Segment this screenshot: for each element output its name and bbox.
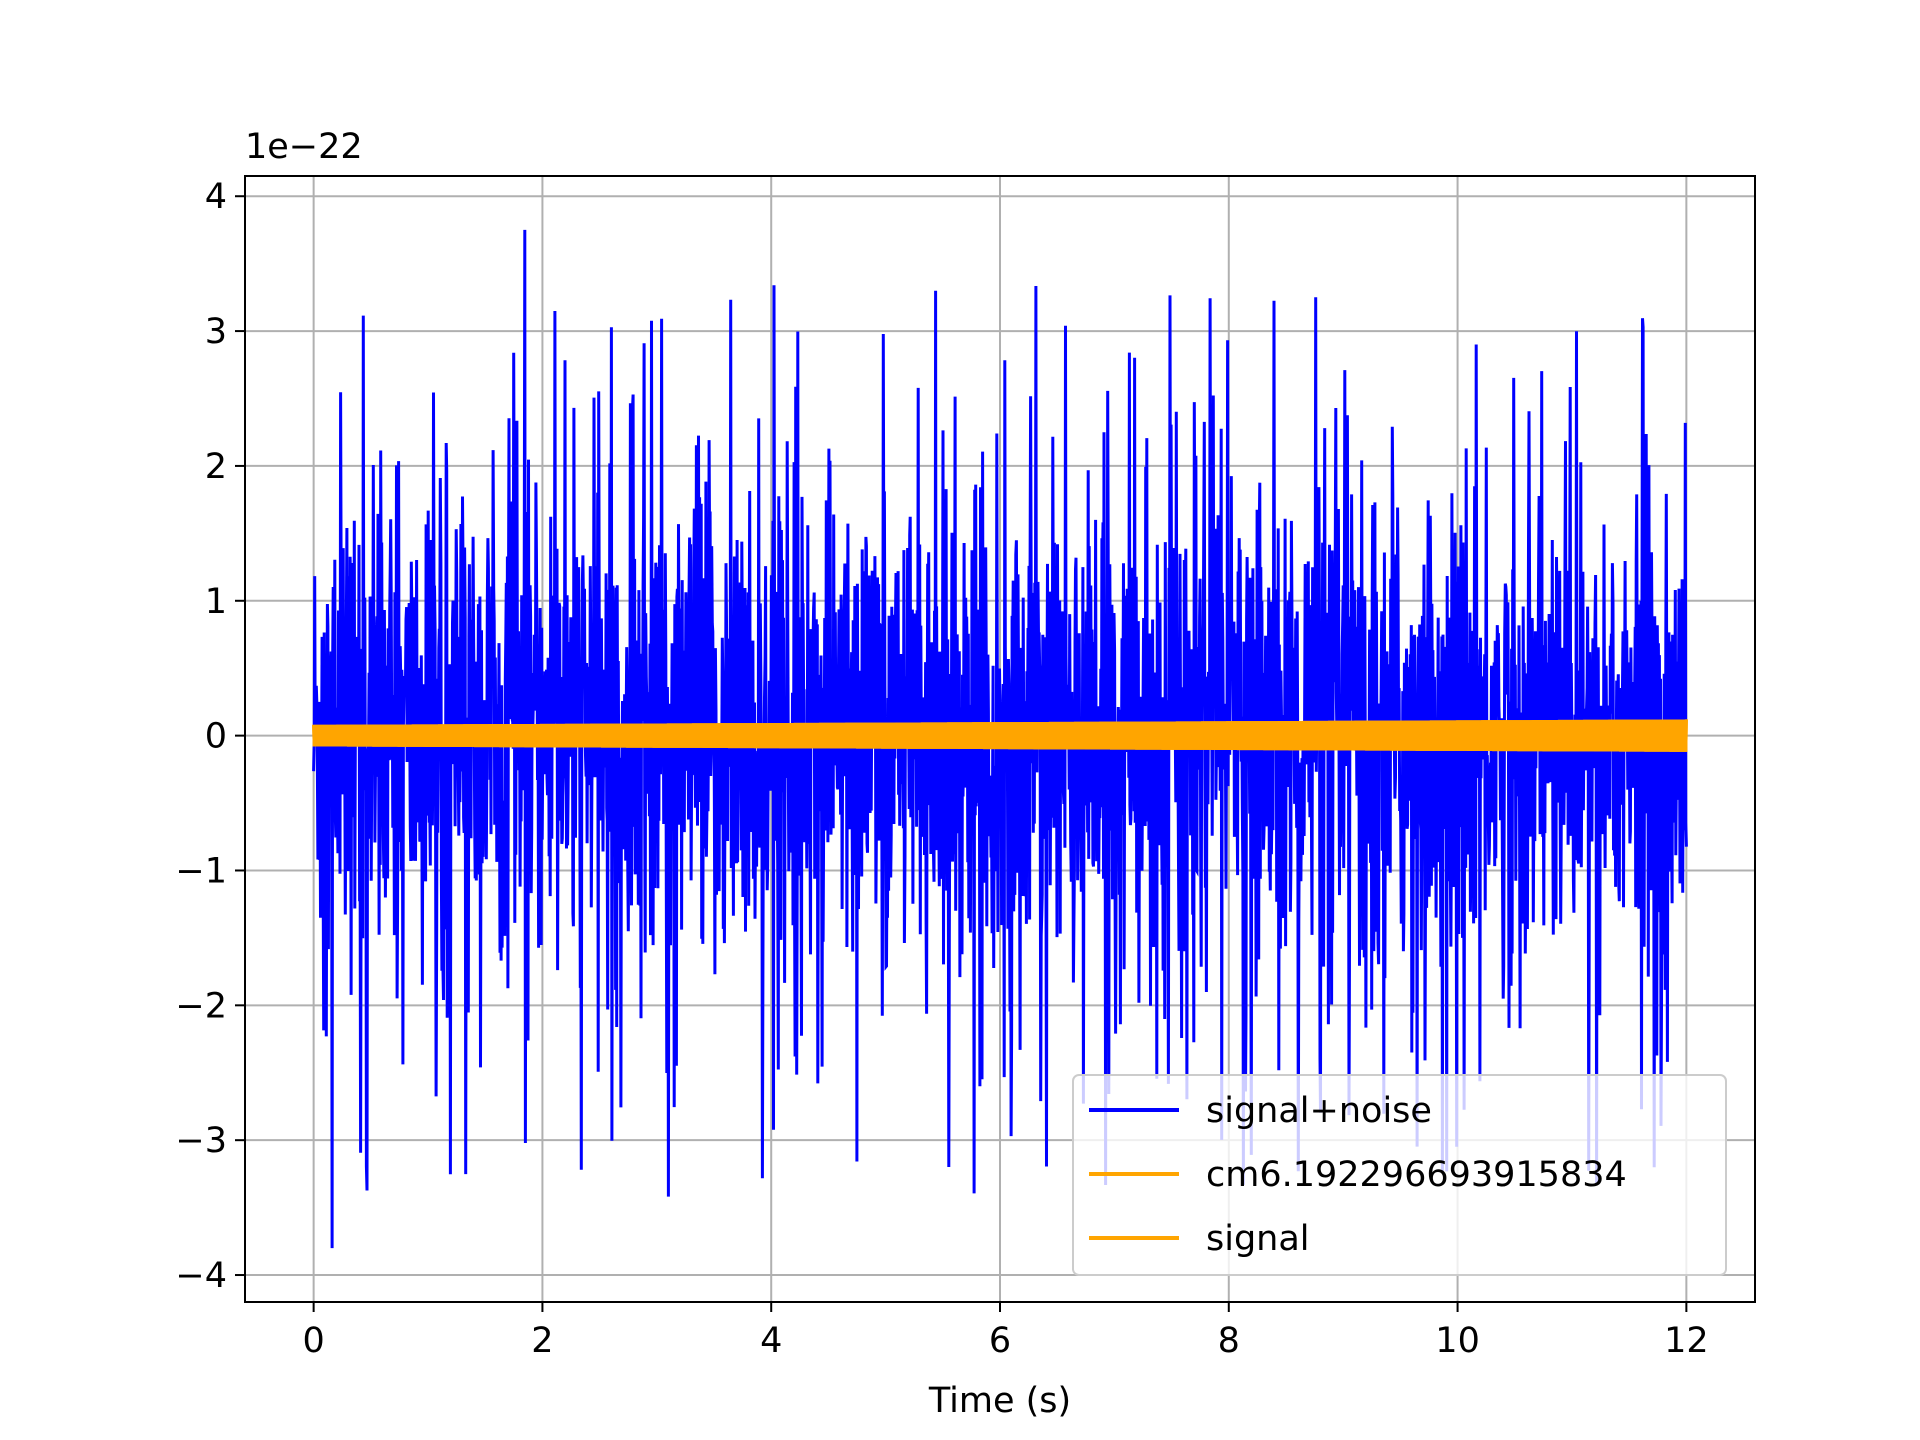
series-signal-noise <box>312 229 1688 1249</box>
x-axis-label: Time (s) <box>928 1381 1071 1421</box>
y-tick-label: 3 <box>205 312 227 352</box>
legend: signal+noise cm6.192296693915834 signal <box>1072 1074 1727 1276</box>
plot-series <box>312 229 1688 1249</box>
legend-box <box>1072 1074 1727 1276</box>
x-tick-label: 6 <box>989 1321 1011 1361</box>
legend-label: cm6.192296693915834 <box>1206 1155 1627 1195</box>
x-tick-label: 0 <box>302 1321 324 1361</box>
x-tick-label: 2 <box>531 1321 553 1361</box>
y-tick-label: −4 <box>175 1256 227 1296</box>
x-tick-label: 10 <box>1435 1321 1480 1361</box>
x-tick-label: 8 <box>1218 1321 1240 1361</box>
series-signal <box>312 719 1688 752</box>
x-tick-label: 12 <box>1664 1321 1709 1361</box>
legend-label: signal+noise <box>1206 1091 1432 1131</box>
y-tick-label: −3 <box>175 1121 227 1161</box>
y-tick-label: 4 <box>205 177 227 217</box>
y-tick-label: 0 <box>205 717 227 757</box>
legend-label: signal <box>1206 1219 1310 1259</box>
y-tick-label: −1 <box>175 851 227 891</box>
x-tick-label: 4 <box>760 1321 782 1361</box>
y-offset-text: 1e−22 <box>245 127 363 167</box>
y-tick-label: 2 <box>205 447 227 487</box>
y-tick-label: 1 <box>205 582 227 622</box>
y-tick-label: −2 <box>175 986 227 1026</box>
